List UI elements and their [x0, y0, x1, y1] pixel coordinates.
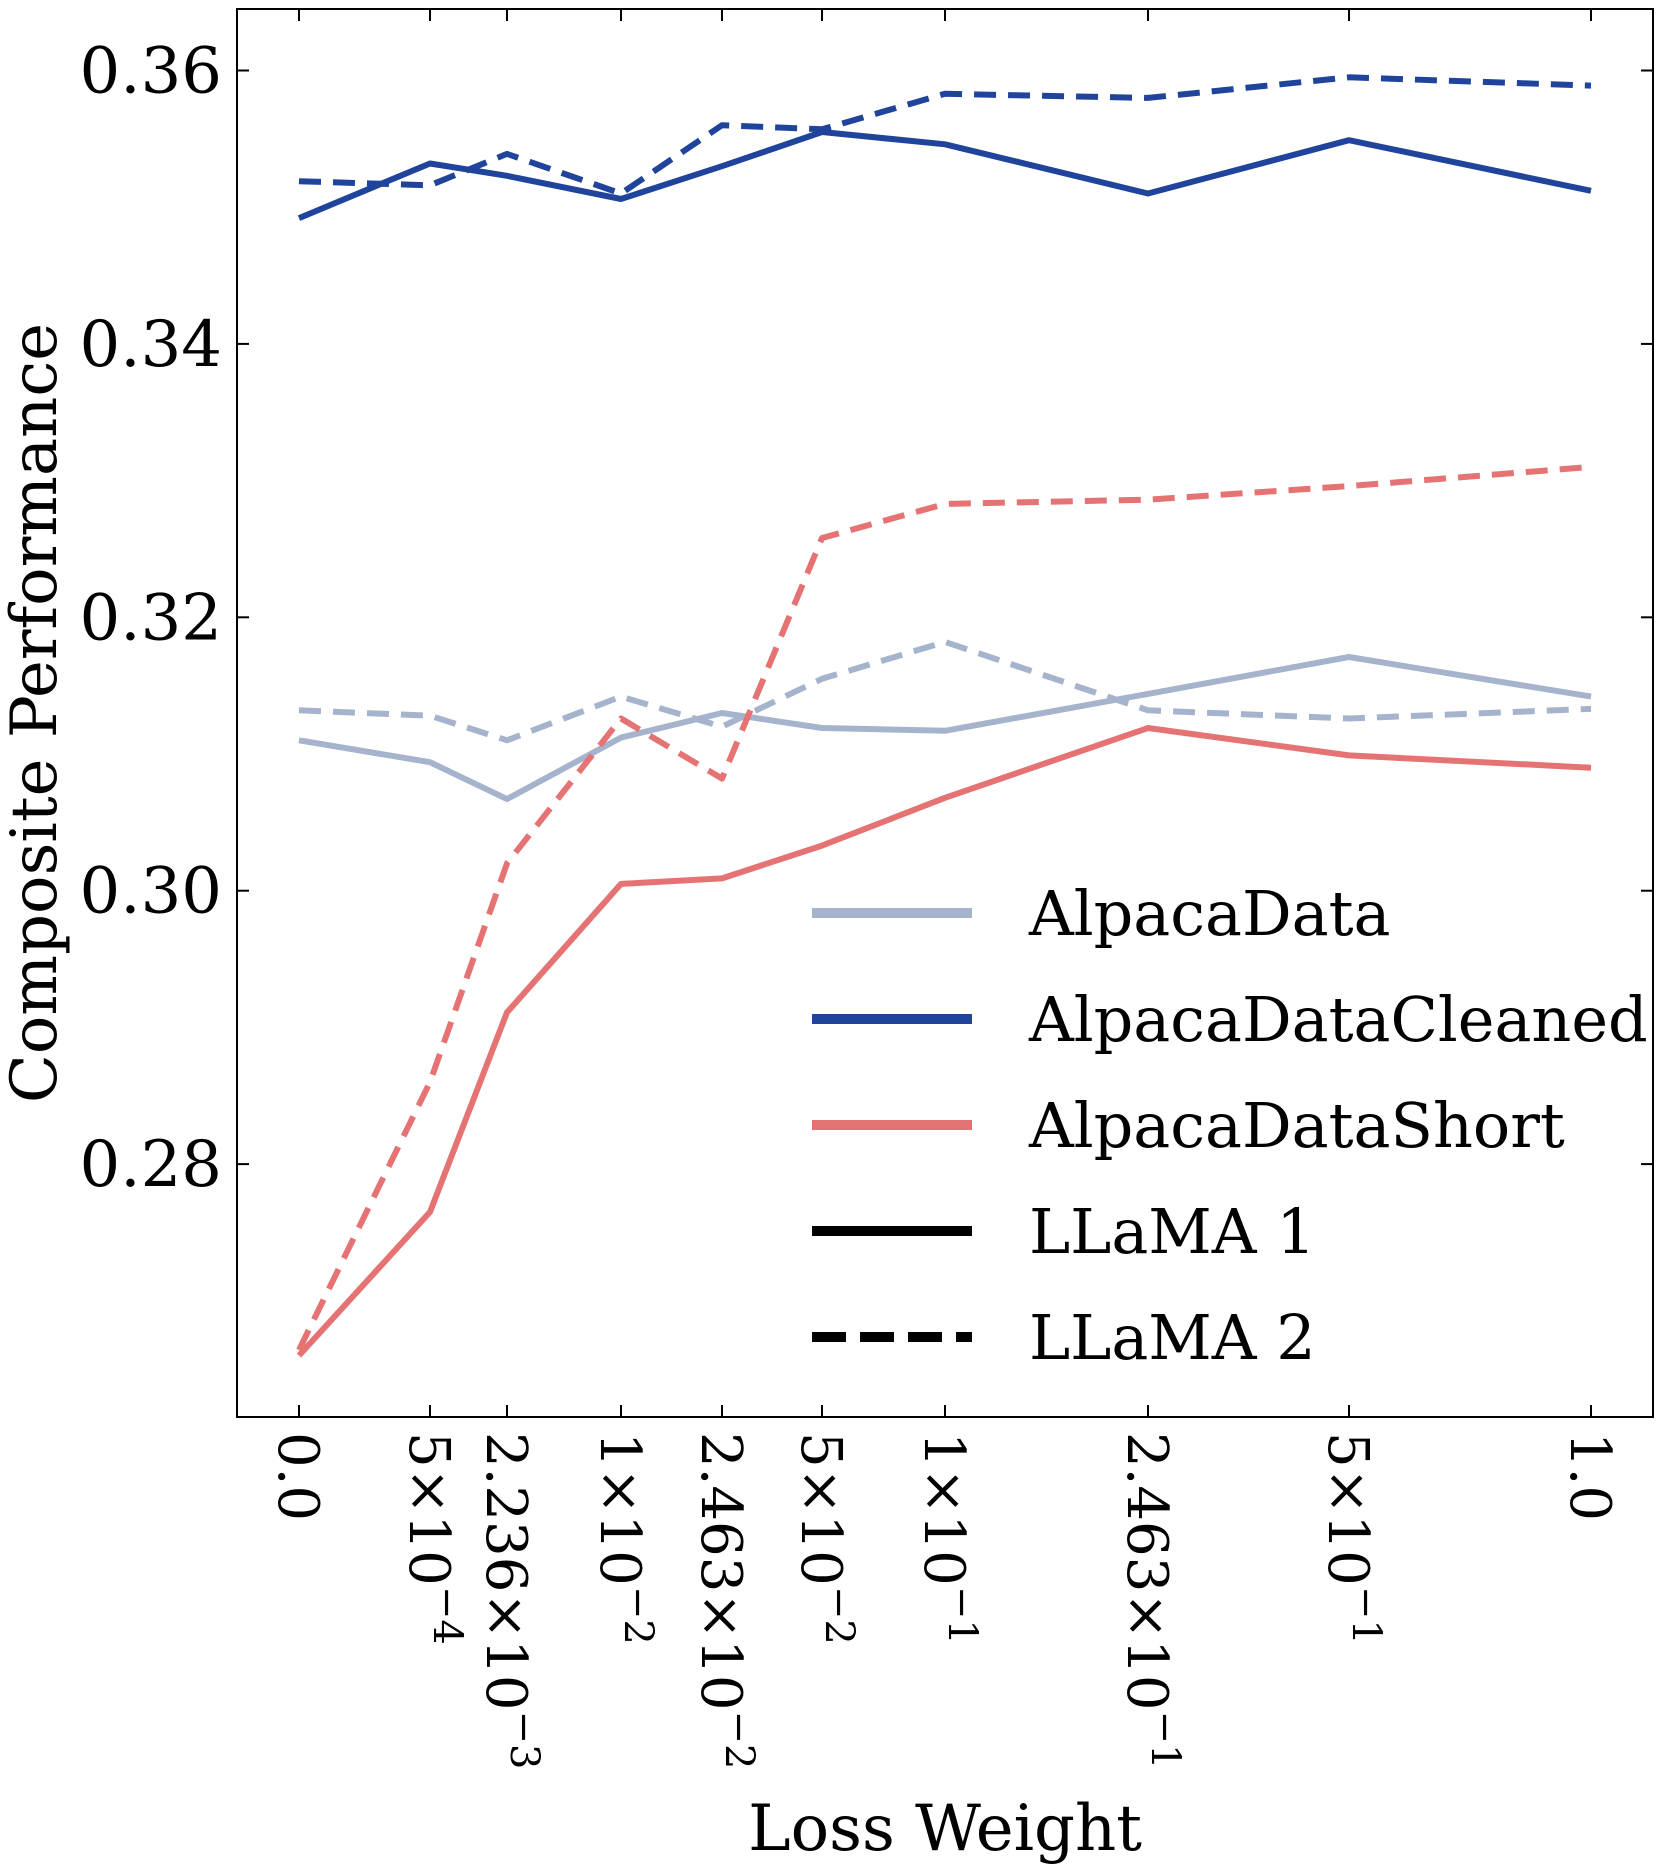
legend-label: AlpacaDataShort: [1028, 1089, 1565, 1162]
y-tick-label: 0.30: [80, 855, 223, 929]
legend-label: LLaMA 1: [1029, 1195, 1316, 1268]
x-tick-exponent: −1: [939, 1586, 985, 1645]
plot-frame: [236, 8, 1654, 1418]
svg-text:1.0: 1.0: [1557, 1432, 1622, 1521]
y-tick-label: 0.36: [80, 35, 223, 109]
series-line: AlpacaDataCleaned — LLaMA 2: [298, 74, 1592, 197]
svg-text:1×10−2: 1×10−2: [587, 1432, 661, 1645]
x-tick-mantissa: 1×10: [911, 1432, 976, 1586]
y-tick-label: 0.34: [80, 308, 223, 382]
x-tick-mantissa: 1.0: [1557, 1432, 1622, 1521]
x-tick-mantissa: 2.463×10: [1114, 1432, 1179, 1711]
x-tick-mantissa: 2.463×10: [688, 1432, 753, 1711]
svg-text:2.463×10−1: 2.463×10−1: [1114, 1432, 1188, 1769]
x-tick-mantissa: 5×10: [1315, 1432, 1380, 1586]
x-tick-exponent: −1: [1142, 1711, 1188, 1770]
series-line: AlpacaDataCleaned — LLaMA 1: [297, 129, 1592, 221]
x-tick-exponent: −2: [716, 1711, 762, 1770]
x-tick-label: 2.236×10−3: [473, 1432, 547, 1769]
svg-text:0.0: 0.0: [265, 1432, 330, 1521]
series-lines: AlpacaData — LLaMA 1AlpacaData — LLaMA 2…: [296, 74, 1592, 1358]
x-tick-label: 5×10−4: [396, 1432, 470, 1645]
svg-text:5×10−4: 5×10−4: [396, 1432, 470, 1645]
x-tick-label: 0.0: [265, 1432, 330, 1521]
x-tick-exponent: −4: [424, 1586, 470, 1645]
x-tick-exponent: −3: [501, 1711, 547, 1770]
x-tick-label: 2.463×10−2: [688, 1432, 762, 1769]
x-tick-mantissa: 5×10: [788, 1432, 853, 1586]
svg-text:2.236×10−3: 2.236×10−3: [473, 1432, 547, 1769]
x-tick-exponent: −1: [1343, 1586, 1389, 1645]
x-tick-label: 5×10−1: [1315, 1432, 1389, 1645]
legend: AlpacaData AlpacaDataCleaned AlpacaDataSho…: [812, 877, 1648, 1374]
x-tick-mantissa: 1×10: [587, 1432, 652, 1586]
x-tick-exponent: −2: [615, 1586, 661, 1645]
x-tick-label: 1×10−1: [911, 1432, 985, 1645]
x-tick-mantissa: 0.0: [265, 1432, 330, 1521]
svg-text:1×10−1: 1×10−1: [911, 1432, 985, 1645]
series-line: AlpacaDataShort — LLaMA 2: [296, 463, 1592, 1352]
legend-label: LLaMA 2: [1029, 1301, 1316, 1374]
legend-label: AlpacaDataCleaned: [1028, 983, 1648, 1056]
x-tick-label: 1×10−2: [587, 1432, 661, 1645]
x-tick-mantissa: 2.236×10: [473, 1432, 538, 1711]
series-line: AlpacaDataShort — LLaMA 1: [296, 725, 1592, 1358]
x-tick-label: 1.0: [1557, 1432, 1622, 1521]
x-tick-exponent: −2: [816, 1586, 862, 1645]
x-tick-label: 2.463×10−1: [1114, 1432, 1188, 1769]
x-tick-mantissa: 5×10: [396, 1432, 461, 1586]
series-line: AlpacaData — LLaMA 2: [298, 638, 1592, 744]
y-tick-label: 0.32: [80, 581, 223, 655]
svg-text:5×10−2: 5×10−2: [788, 1432, 862, 1645]
x-axis-label: Loss Weight: [748, 1792, 1142, 1866]
svg-text:2.463×10−2: 2.463×10−2: [688, 1432, 762, 1769]
legend-label: AlpacaData: [1028, 877, 1391, 950]
svg-text:5×10−1: 5×10−1: [1315, 1432, 1389, 1645]
y-tick-label: 0.28: [80, 1128, 223, 1202]
series-line: AlpacaData — LLaMA 1: [298, 654, 1592, 803]
x-axis: 0.0 5×10−4 2.236×10−31×10−2 2.463×10−25×10−…: [265, 9, 1622, 1769]
y-axis: 0.28 0.30 0.32 0.34 0.36: [80, 35, 1653, 1202]
y-axis-label: Composite Performance: [0, 323, 72, 1103]
x-tick-label: 5×10−2: [788, 1432, 862, 1645]
